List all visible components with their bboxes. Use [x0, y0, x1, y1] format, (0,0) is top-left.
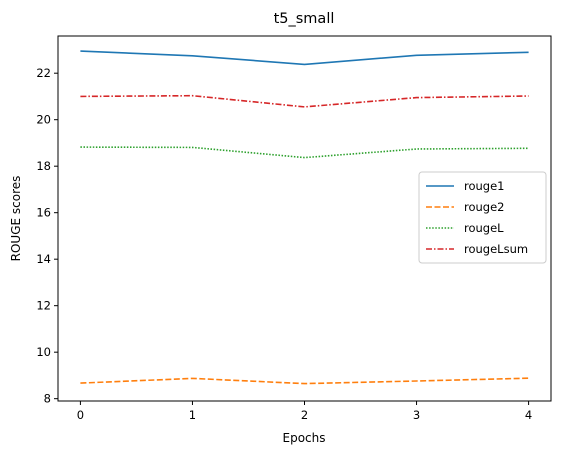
y-tick-label: 16 — [36, 206, 51, 220]
legend-label-rouge1: rouge1 — [464, 179, 505, 193]
legend-label-rougeL: rougeL — [464, 221, 504, 235]
y-axis-label: ROUGE scores — [9, 176, 23, 262]
x-tick-label: 0 — [77, 408, 84, 422]
x-tick-label: 4 — [525, 408, 532, 422]
x-tick-label: 2 — [301, 408, 308, 422]
x-axis: 0 1 2 3 4 — [77, 401, 532, 422]
series-line-rougeLsum — [80, 94, 529, 108]
y-tick-label: 10 — [36, 345, 51, 359]
y-tick-label: 12 — [36, 299, 51, 313]
series-line-rouge1 — [80, 50, 529, 66]
y-tick-label: 14 — [36, 252, 51, 266]
legend: rouge1 rouge2 rougeL rougeLsum — [418, 171, 547, 264]
y-tick-label: 20 — [36, 113, 51, 127]
y-tick-label: 18 — [36, 159, 51, 173]
y-tick-label: 8 — [44, 392, 51, 406]
series-layer — [80, 50, 529, 385]
chart-title: t5_small — [274, 11, 335, 27]
x-axis-label: Epochs — [283, 431, 326, 445]
legend-label-rougeLsum: rougeLsum — [464, 242, 528, 256]
y-axis: 8 10 12 14 16 18 20 22 — [36, 66, 58, 406]
x-tick-label: 1 — [189, 408, 196, 422]
x-tick-label: 3 — [413, 408, 420, 422]
series-line-rougeL — [80, 146, 529, 159]
y-tick-label: 22 — [36, 66, 51, 80]
series-line-rouge2 — [80, 377, 529, 385]
legend-label-rouge2: rouge2 — [464, 200, 505, 214]
legend-box — [418, 171, 547, 264]
